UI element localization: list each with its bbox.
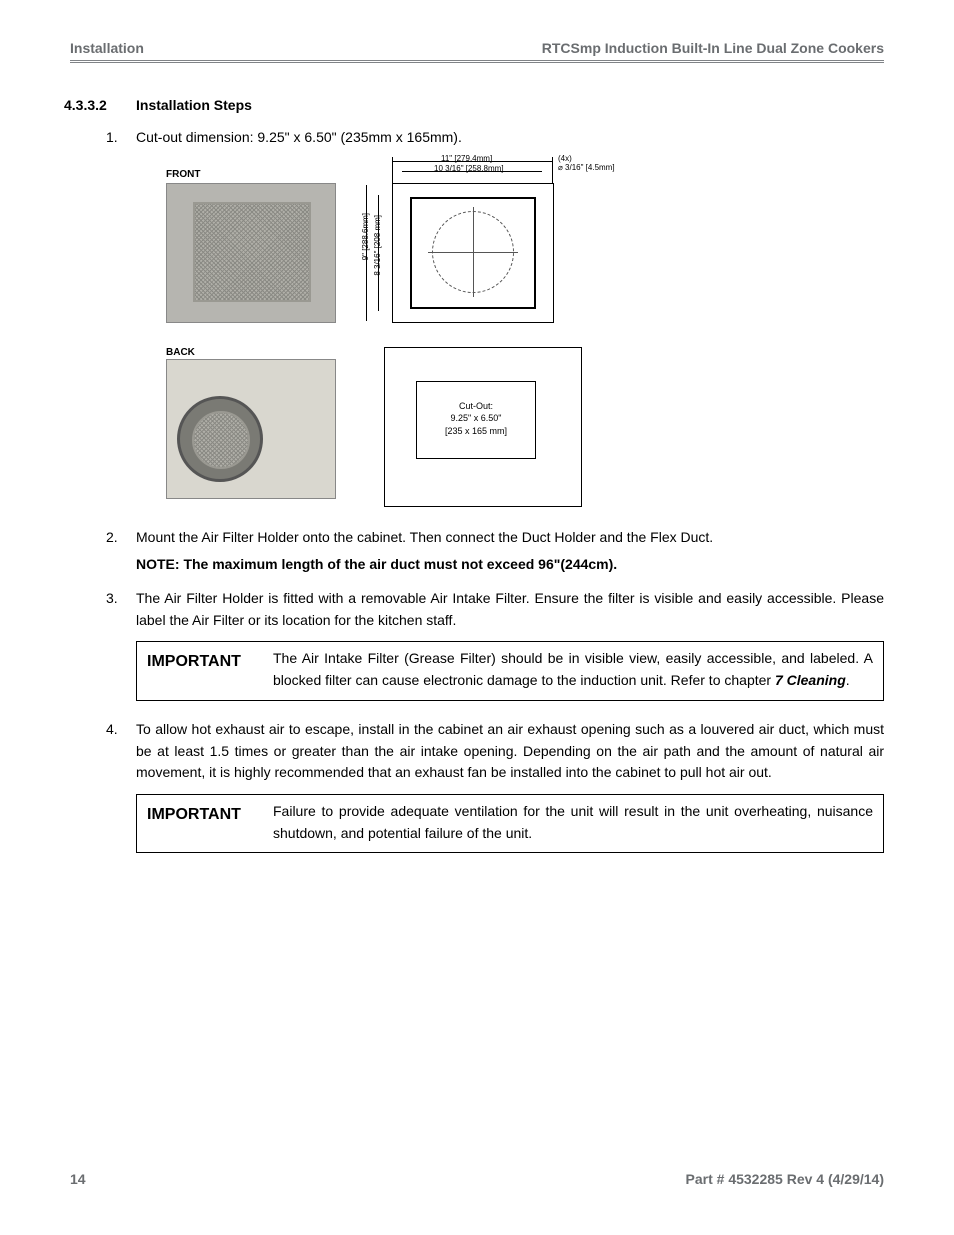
step-3-text: The Air Filter Holder is fitted with a r… [136,590,884,628]
cutout-box: Cut-Out: 9.25" x 6.50" [235 x 165 mm] [416,381,536,459]
step-4-text: To allow hot exhaust air to escape, inst… [136,721,884,780]
front-mesh [193,202,311,302]
page-header: Installation RTCSmp Induction Built-In L… [70,40,884,60]
cutout-l1: Cut-Out: [417,400,535,413]
section-title: Installation Steps [136,97,252,113]
dimline-w1 [392,161,552,162]
dimline-h1 [366,185,367,321]
cutout-l2: 9.25" x 6.50" [417,412,535,425]
important-1-label: IMPORTANT [147,648,255,691]
important-2-body: Failure to provide adequate ventilation … [273,801,873,844]
important-box-1: IMPORTANT The Air Intake Filter (Grease … [136,641,884,700]
chapter-ref: 7 Cleaning [775,672,846,688]
step-2-note: NOTE: The maximum length of the air duct… [136,554,884,576]
step-2-text: Mount the Air Filter Holder onto the cab… [136,529,713,545]
section-number: 4.3.3.2 [64,97,120,113]
page-footer: 14 Part # 4532285 Rev 4 (4/29/14) [70,1171,884,1187]
header-right: RTCSmp Induction Built-In Line Dual Zone… [542,40,884,56]
cross-v [473,207,474,297]
important-box-2: IMPORTANT Failure to provide adequate ve… [136,794,884,853]
header-left: Installation [70,40,144,56]
duct-ring [177,396,263,482]
step-1-text: Cut-out dimension: 9.25" x 6.50" (235mm … [136,129,462,145]
front-photo [166,183,336,323]
step-1: Cut-out dimension: 9.25" x 6.50" (235mm … [136,127,884,513]
dimline-w2 [402,171,542,172]
hole-note2: ⌀ 3/16" [4.5mm] [558,162,615,174]
back-photo [166,359,336,499]
part-number: Part # 4532285 Rev 4 (4/29/14) [686,1171,884,1187]
cutout-diagram: FRONT 11" [279.4mm] 10 3/16" [258.8mm] (… [166,153,884,513]
important-1-text-b: . [846,672,850,688]
header-rule [70,60,884,63]
duct-mesh [192,411,250,469]
important-1-body: The Air Intake Filter (Grease Filter) sh… [273,648,873,691]
important-2-label: IMPORTANT [147,801,255,844]
cutout-l3: [235 x 165 mm] [417,425,535,438]
step-3: The Air Filter Holder is fitted with a r… [136,588,884,701]
page-number: 14 [70,1171,86,1187]
dim-w2: 10 3/16" [258.8mm] [434,163,504,175]
step-4: To allow hot exhaust air to escape, inst… [136,719,884,853]
step-2: Mount the Air Filter Holder onto the cab… [136,527,884,576]
section-heading: 4.3.3.2 Installation Steps [64,97,884,113]
dimline-h2 [378,195,379,311]
front-label: FRONT [166,167,200,183]
